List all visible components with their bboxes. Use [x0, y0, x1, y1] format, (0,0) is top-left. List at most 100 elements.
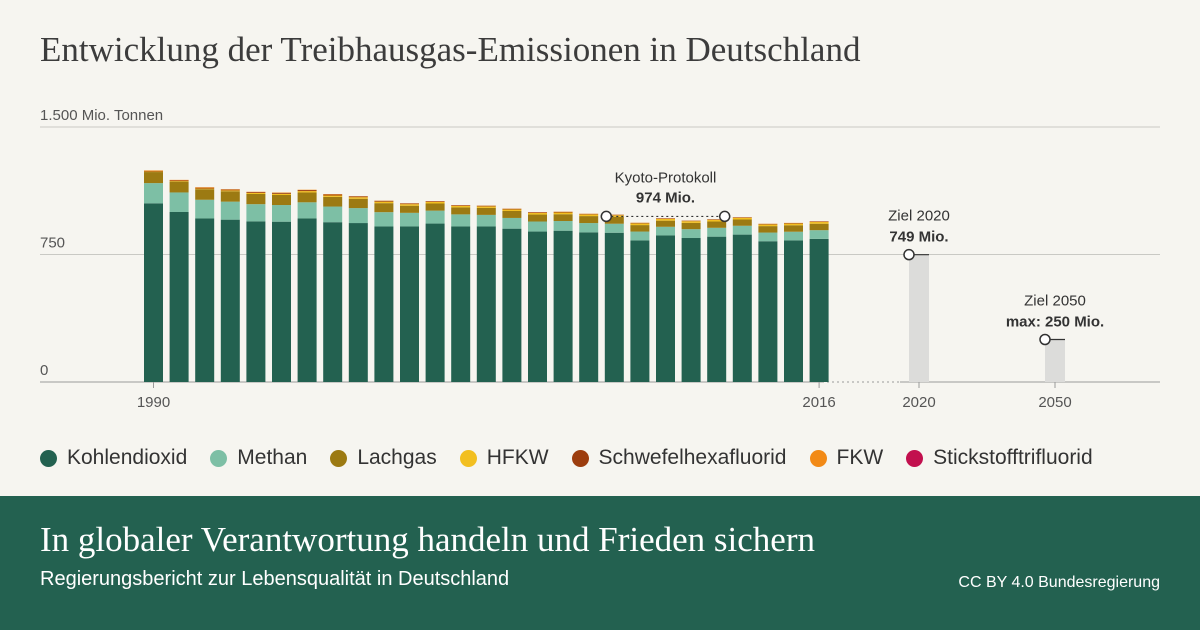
bar-segment — [528, 231, 547, 382]
bar-segment — [246, 192, 266, 193]
chart-legend: Kohlendioxid Methan Lachgas HFKW Schwefelhex… — [40, 446, 1093, 470]
bar-segment — [579, 223, 599, 233]
bar-segment — [502, 228, 522, 382]
bar-segment — [374, 203, 394, 213]
bar-segment — [604, 223, 624, 233]
bar-segment — [195, 187, 215, 189]
bar-segment — [220, 201, 240, 220]
bar-segment — [579, 214, 599, 217]
bar-segment — [451, 226, 471, 382]
bar-segment — [656, 220, 675, 227]
bar-segment — [246, 193, 266, 205]
target-value-label: max: 250 Mio. — [1006, 314, 1104, 331]
bar-segment — [400, 203, 419, 205]
bar-segment — [323, 196, 343, 207]
bar-segment — [297, 191, 317, 193]
bar-segment — [732, 234, 752, 382]
bar-segment — [425, 223, 445, 382]
footer-subtitle: Regierungsbericht zur Lebensqualität in … — [40, 568, 510, 590]
bar-segment — [195, 187, 215, 188]
legend-swatch — [906, 449, 924, 467]
kyoto-value-label: 974 Mio. — [636, 189, 695, 206]
bar-segment — [272, 193, 291, 195]
bar-segment — [784, 223, 803, 226]
target-bar — [1045, 339, 1065, 382]
y-tick-label: 0 — [40, 362, 48, 379]
bar-segment — [681, 238, 701, 382]
bar-segment — [374, 226, 394, 382]
y-axis-unit-label: 1.500 Mio. Tonnen — [40, 107, 163, 124]
legend-swatch — [571, 449, 589, 467]
bar-segment — [195, 218, 215, 382]
legend-label: FKW — [836, 446, 884, 469]
legend-item: Kohlendioxid — [40, 446, 187, 470]
bar-segment — [784, 240, 803, 382]
bar-segment — [323, 206, 343, 223]
target-value-label: 749 Mio. — [889, 229, 948, 246]
bar-segment — [579, 213, 599, 215]
footer-title: In globaler Verantwortung handeln und Fr… — [40, 520, 815, 559]
bar-segment — [784, 231, 803, 241]
bar-segment — [297, 202, 317, 219]
bar-segment — [528, 212, 547, 214]
bar-segment — [809, 222, 829, 224]
legend-item: Methan — [210, 446, 307, 470]
legend-swatch — [330, 449, 348, 467]
chart-title: Entwicklung der Treibhausgas-Emissionen … — [40, 30, 861, 69]
bar-segment — [400, 212, 419, 227]
bar-segment — [144, 171, 163, 173]
y-tick-label: 750 — [40, 235, 65, 252]
bar-segment — [809, 221, 829, 223]
bar-segment — [323, 222, 343, 382]
bar-segment — [169, 212, 189, 382]
bar-segment — [425, 201, 445, 202]
bar-segment — [553, 221, 573, 231]
bar-segment — [348, 197, 368, 199]
bar-segment — [476, 205, 496, 207]
bar-segment — [425, 210, 445, 224]
bar-segment — [758, 241, 778, 382]
bar-segment — [220, 219, 240, 382]
bar-segment — [425, 201, 445, 204]
bar-segment — [374, 200, 394, 202]
bar-segment — [553, 212, 573, 215]
bar-segment — [144, 203, 163, 382]
bar-segment — [246, 192, 266, 194]
legend-label: Kohlendioxid — [67, 446, 188, 469]
legend-label: HFKW — [486, 446, 549, 469]
legend-swatch — [459, 449, 477, 467]
legend-item: Schwefelhexafluorid — [571, 446, 787, 470]
bar-segment — [348, 198, 368, 209]
bar-segment — [553, 230, 573, 382]
legend-item: HFKW — [459, 446, 549, 470]
footer-banner: In globaler Verantwortung handeln und Fr… — [0, 496, 1200, 630]
bar-segment — [169, 192, 189, 212]
bar-segment — [656, 218, 675, 221]
bar-segment — [681, 220, 701, 222]
bar-segment — [630, 223, 650, 226]
bar-segment — [707, 219, 727, 222]
bar-segment — [732, 219, 752, 226]
bar-segment — [323, 194, 343, 196]
bar-segment — [220, 189, 240, 191]
bar-segment — [144, 170, 163, 172]
bar-segment — [451, 207, 471, 215]
bar-segment — [323, 195, 343, 197]
bar-segment — [732, 217, 752, 218]
bar-segment — [707, 221, 727, 228]
bar-segment — [681, 229, 701, 239]
x-tick-label: 2016 — [802, 394, 835, 411]
bar-segment — [784, 225, 803, 232]
bar-segment — [220, 191, 240, 202]
bar-segment — [476, 214, 496, 227]
target-marker — [1039, 333, 1051, 346]
bar-segment — [451, 205, 471, 208]
target-label: Ziel 2050 — [1024, 293, 1086, 310]
bar-segment — [758, 224, 778, 227]
bar-segment — [758, 226, 778, 233]
legend-label: Stickstofftrifluorid — [933, 446, 1093, 469]
bar-segment — [451, 205, 471, 206]
bar-segment — [476, 226, 496, 382]
legend-label: Lachgas — [357, 446, 437, 469]
legend-label: Schwefelhexafluorid — [598, 446, 787, 469]
